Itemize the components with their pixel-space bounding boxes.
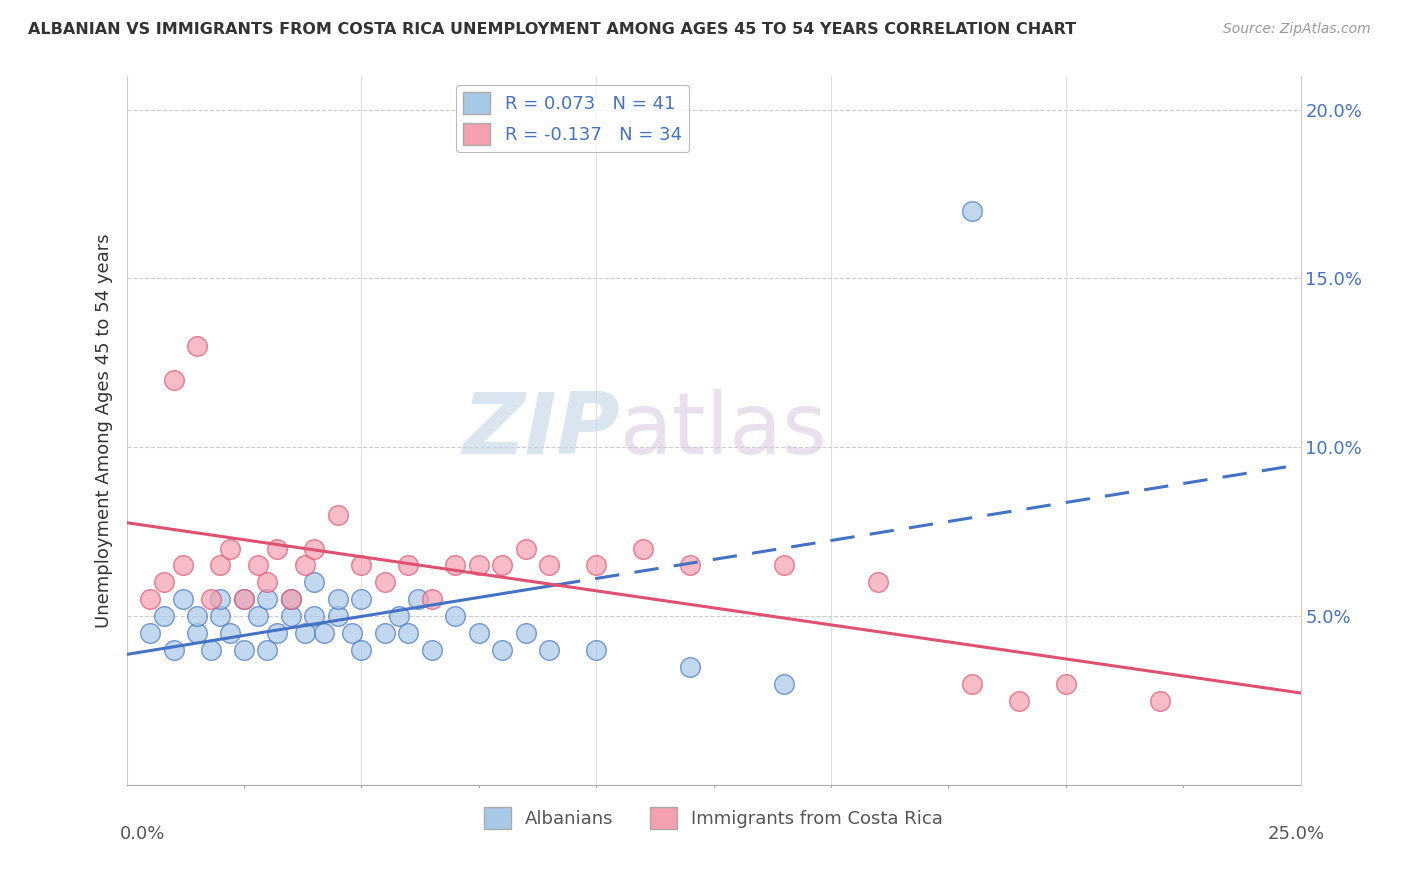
Point (209, 558, 232, 573)
Point (773, 558, 796, 573)
Point (631, 541, 654, 556)
Point (139, 592, 162, 607)
Point (420, 643, 443, 657)
Point (1149, 693, 1171, 707)
Point (186, 626, 208, 640)
Point (326, 609, 349, 624)
Point (326, 508, 349, 522)
Point (374, 626, 396, 640)
Point (866, 575, 889, 590)
Point (406, 592, 429, 607)
Point (350, 558, 373, 573)
Point (467, 558, 489, 573)
Point (266, 541, 288, 556)
Point (247, 609, 270, 624)
Legend: Albanians, Immigrants from Costa Rica: Albanians, Immigrants from Costa Rica (477, 800, 950, 836)
Point (233, 592, 256, 607)
Point (280, 609, 302, 624)
Point (200, 643, 222, 657)
Point (280, 592, 302, 607)
Point (218, 626, 240, 640)
Point (679, 558, 702, 573)
Text: ALBANIAN VS IMMIGRANTS FROM COSTA RICA UNEMPLOYMENT AMONG AGES 45 TO 54 YEARS CO: ALBANIAN VS IMMIGRANTS FROM COSTA RICA U… (28, 22, 1076, 37)
Point (139, 626, 162, 640)
Text: atlas: atlas (620, 389, 828, 472)
Point (420, 592, 443, 607)
Point (218, 541, 240, 556)
Point (304, 609, 326, 624)
Point (491, 643, 513, 657)
Point (444, 609, 467, 624)
Point (233, 592, 256, 607)
Point (960, 676, 983, 690)
Point (396, 558, 419, 573)
Point (256, 643, 278, 657)
Point (350, 643, 373, 657)
Point (340, 626, 363, 640)
Point (209, 592, 232, 607)
Point (515, 626, 537, 640)
Point (679, 660, 702, 674)
Point (1054, 676, 1077, 690)
Point (396, 626, 419, 640)
Point (1008, 693, 1031, 707)
Point (515, 541, 537, 556)
Point (172, 592, 194, 607)
Point (162, 643, 184, 657)
Point (162, 373, 184, 387)
Point (186, 339, 208, 353)
Point (186, 609, 208, 624)
Point (538, 643, 561, 657)
Point (233, 643, 256, 657)
Point (444, 558, 467, 573)
Point (280, 592, 302, 607)
Point (326, 592, 349, 607)
Point (256, 575, 278, 590)
Point (200, 592, 222, 607)
Point (256, 592, 278, 607)
Point (153, 575, 176, 590)
Point (312, 626, 335, 640)
Text: ZIP: ZIP (463, 389, 620, 472)
Text: 25.0%: 25.0% (1267, 825, 1324, 843)
Point (388, 609, 411, 624)
Point (585, 558, 607, 573)
Point (538, 558, 561, 573)
Point (960, 203, 983, 218)
Point (209, 609, 232, 624)
Point (304, 541, 326, 556)
Point (247, 558, 270, 573)
Point (467, 626, 489, 640)
Point (172, 558, 194, 573)
Point (374, 575, 396, 590)
Point (266, 626, 288, 640)
Point (585, 643, 607, 657)
Y-axis label: Unemployment Among Ages 45 to 54 years: Unemployment Among Ages 45 to 54 years (94, 233, 112, 628)
Point (153, 609, 176, 624)
Point (294, 626, 316, 640)
Text: 0.0%: 0.0% (120, 825, 165, 843)
Text: Source: ZipAtlas.com: Source: ZipAtlas.com (1223, 22, 1371, 37)
Point (773, 676, 796, 690)
Point (350, 592, 373, 607)
Point (294, 558, 316, 573)
Point (304, 575, 326, 590)
Point (491, 558, 513, 573)
